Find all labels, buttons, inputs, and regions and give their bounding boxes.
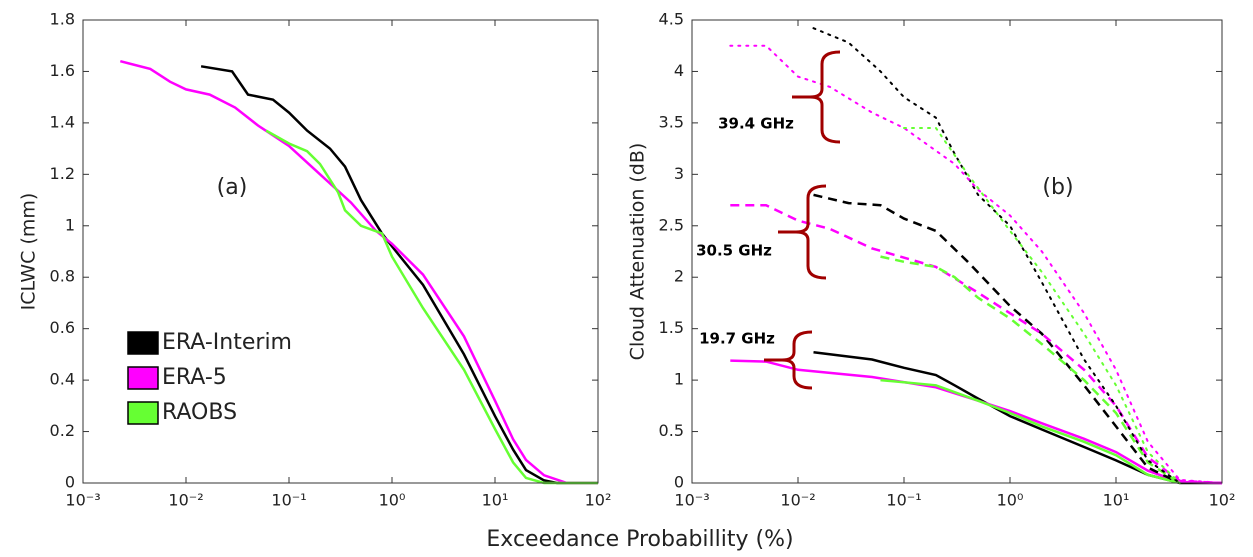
y-tick-label: 2.5 bbox=[659, 215, 684, 234]
y-tick-label: 3 bbox=[674, 164, 684, 183]
x-tick-label: 10² bbox=[585, 491, 612, 510]
legend-swatch bbox=[127, 401, 159, 425]
x-tick-label: 10⁻¹ bbox=[271, 491, 306, 510]
y-tick-label: 4.5 bbox=[659, 10, 684, 29]
series-line bbox=[265, 129, 598, 485]
axes-frame bbox=[82, 19, 599, 484]
x-tick-label: 10⁻² bbox=[168, 491, 203, 510]
x-tick-label: 10² bbox=[1209, 491, 1236, 510]
x-tick-label: 10¹ bbox=[1103, 491, 1130, 510]
series-line bbox=[730, 359, 1223, 485]
y-tick-label: 1 bbox=[674, 370, 684, 389]
y-tick-label: 1 bbox=[65, 215, 75, 234]
series-line bbox=[812, 27, 1181, 484]
x-tick-label: 10⁻¹ bbox=[886, 491, 921, 510]
series-line bbox=[903, 127, 1181, 484]
y-tick-label: 1.2 bbox=[50, 164, 75, 183]
x-tick-label: 10⁰ bbox=[997, 491, 1024, 510]
y-tick-label: 0.8 bbox=[50, 267, 75, 286]
x-tick-label: 10¹ bbox=[482, 491, 509, 510]
plot-area bbox=[83, 20, 598, 483]
series-line bbox=[813, 193, 1181, 485]
x-tick-label: 10⁰ bbox=[379, 491, 406, 510]
legend-label: ERA-Interim bbox=[162, 330, 292, 355]
annotation: 19.7 GHz bbox=[699, 330, 775, 348]
series-line bbox=[729, 44, 1223, 484]
y-tick-label: 0.6 bbox=[50, 318, 75, 337]
series-line bbox=[730, 203, 1223, 485]
annotation: (b) bbox=[1042, 175, 1073, 200]
annotation: 39.4 GHz bbox=[718, 115, 794, 133]
y-tick-label: 1.4 bbox=[50, 112, 75, 131]
y-tick-label: 1.6 bbox=[50, 61, 75, 80]
y-tick-label: 2 bbox=[674, 267, 684, 286]
y-tick-label: 4 bbox=[674, 61, 684, 80]
annotation: 30.5 GHz bbox=[696, 242, 772, 260]
series-line bbox=[880, 378, 1181, 485]
y-tick-label: 1.8 bbox=[50, 10, 75, 29]
y-axis-label: ICLWC (mm) bbox=[18, 193, 40, 311]
y-tick-label: 0 bbox=[674, 473, 684, 492]
series-line bbox=[880, 255, 1181, 485]
y-tick-label: 3.5 bbox=[659, 112, 684, 131]
y-tick-label: 0 bbox=[65, 473, 75, 492]
legend-swatch bbox=[127, 366, 159, 390]
y-axis-label: Cloud Attenuation (dB) bbox=[627, 143, 649, 361]
y-tick-label: 0.2 bbox=[50, 421, 75, 440]
series-line bbox=[119, 59, 598, 485]
axes-frame bbox=[691, 19, 1223, 484]
x-tick-label: 10⁻² bbox=[780, 491, 815, 510]
legend-label: RAOBS bbox=[162, 400, 237, 425]
y-tick-label: 0.5 bbox=[659, 421, 684, 440]
annotation: (a) bbox=[217, 175, 248, 200]
legend-label: ERA-5 bbox=[162, 365, 227, 390]
y-tick-label: 0.4 bbox=[50, 370, 75, 389]
y-tick-label: 1.5 bbox=[659, 318, 684, 337]
x-axis-label: Exceedance Probabillity (%) bbox=[486, 527, 793, 552]
legend-swatch bbox=[127, 331, 159, 355]
x-tick-label: 10⁻³ bbox=[65, 491, 100, 510]
x-tick-label: 10⁻³ bbox=[674, 491, 709, 510]
